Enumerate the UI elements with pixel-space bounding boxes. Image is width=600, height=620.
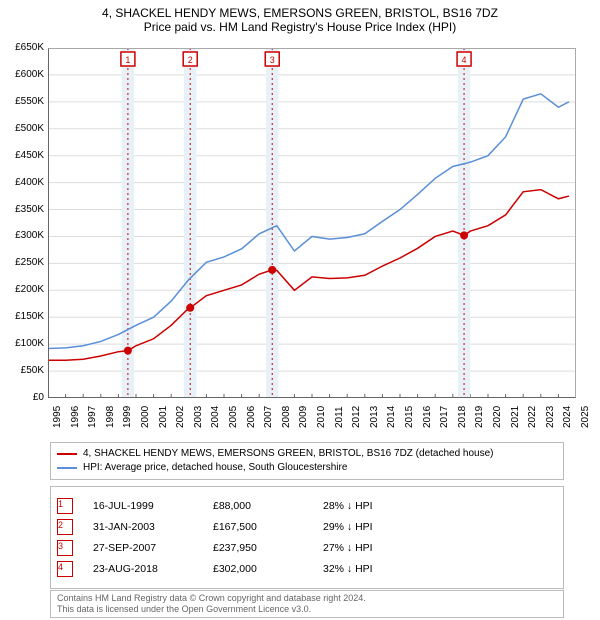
sale-price: £167,500 xyxy=(213,521,323,533)
x-tick-label: 2000 xyxy=(140,406,151,428)
y-tick-label: £350K xyxy=(4,204,44,215)
marker-box: 4 xyxy=(57,561,73,577)
legend-item: HPI: Average price, detached house, Sout… xyxy=(57,461,557,475)
x-tick-label: 2006 xyxy=(246,406,257,428)
x-tick-label: 1999 xyxy=(122,406,133,428)
x-tick-label: 2023 xyxy=(545,406,556,428)
sale-pct: 27% ↓ HPI xyxy=(323,542,403,554)
y-tick-label: £200K xyxy=(4,284,44,295)
sale-price: £237,950 xyxy=(213,542,323,554)
x-tick-label: 2009 xyxy=(298,406,309,428)
y-tick-label: £0 xyxy=(4,392,44,403)
sale-pct: 28% ↓ HPI xyxy=(323,500,403,512)
table-row: 2 31-JAN-2003£167,50029% ↓ HPI xyxy=(57,519,557,535)
x-tick-label: 1998 xyxy=(105,406,116,428)
x-tick-label: 2018 xyxy=(457,406,468,428)
x-tick-label: 2005 xyxy=(228,406,239,428)
footer: Contains HM Land Registry data © Crown c… xyxy=(50,590,564,618)
x-tick-label: 2003 xyxy=(193,406,204,428)
y-tick-label: £100K xyxy=(4,338,44,349)
x-tick-label: 2016 xyxy=(422,406,433,428)
sale-date: 16-JUL-1999 xyxy=(93,500,213,512)
legend-swatch xyxy=(57,467,77,469)
plot-border xyxy=(48,48,576,398)
x-tick-label: 2010 xyxy=(316,406,327,428)
y-tick-label: £300K xyxy=(4,230,44,241)
x-tick-label: 2002 xyxy=(175,406,186,428)
x-axis-labels: 1995 1996 1997 1998 1999 2000 2001 2002 2003 2004… xyxy=(48,400,576,440)
y-tick-label: £600K xyxy=(4,69,44,80)
sales-table: 1 16-JUL-1999£88,00028% ↓ HPI 2 31-JAN-2003… xyxy=(50,486,564,589)
x-tick-label: 2015 xyxy=(404,406,415,428)
y-tick-label: £50K xyxy=(4,365,44,376)
marker-box: 2 xyxy=(57,519,73,535)
x-tick-label: 2004 xyxy=(210,406,221,428)
y-tick-label: £400K xyxy=(4,177,44,188)
x-tick-label: 2001 xyxy=(158,406,169,428)
x-tick-label: 2008 xyxy=(281,406,292,428)
x-tick-label: 2021 xyxy=(510,406,521,428)
x-tick-label: 2019 xyxy=(474,406,485,428)
x-tick-label: 2024 xyxy=(562,406,573,428)
x-tick-label: 2011 xyxy=(334,406,345,428)
sale-pct: 32% ↓ HPI xyxy=(323,563,403,575)
legend-label: 4, SHACKEL HENDY MEWS, EMERSONS GREEN, B… xyxy=(83,447,494,461)
table-row: 4 23-AUG-2018£302,00032% ↓ HPI xyxy=(57,561,557,577)
x-tick-label: 2017 xyxy=(439,406,450,428)
page-title-1: 4, SHACKEL HENDY MEWS, EMERSONS GREEN, B… xyxy=(0,6,600,20)
footer-line: Contains HM Land Registry data © Crown c… xyxy=(57,593,557,604)
x-tick-label: 2014 xyxy=(386,406,397,428)
x-tick-label: 2012 xyxy=(351,406,362,428)
legend: 4, SHACKEL HENDY MEWS, EMERSONS GREEN, B… xyxy=(50,442,564,480)
sale-price: £302,000 xyxy=(213,563,323,575)
sale-date: 23-AUG-2018 xyxy=(93,563,213,575)
sale-date: 27-SEP-2007 xyxy=(93,542,213,554)
legend-swatch xyxy=(57,453,77,455)
y-tick-label: £500K xyxy=(4,123,44,134)
y-tick-label: £250K xyxy=(4,257,44,268)
y-tick-label: £650K xyxy=(4,42,44,53)
page-title-2: Price paid vs. HM Land Registry's House … xyxy=(0,20,600,34)
y-tick-label: £150K xyxy=(4,311,44,322)
marker-box: 1 xyxy=(57,498,73,514)
footer-line: This data is licensed under the Open Gov… xyxy=(57,604,557,615)
y-tick-label: £450K xyxy=(4,150,44,161)
x-tick-label: 1996 xyxy=(70,406,81,428)
chart: 1234 xyxy=(48,48,576,398)
x-tick-label: 1997 xyxy=(87,406,98,428)
x-tick-label: 1995 xyxy=(52,406,63,428)
sale-price: £88,000 xyxy=(213,500,323,512)
x-tick-label: 2020 xyxy=(492,406,503,428)
x-tick-label: 2022 xyxy=(527,406,538,428)
legend-label: HPI: Average price, detached house, Sout… xyxy=(83,461,347,475)
y-tick-label: £550K xyxy=(4,96,44,107)
x-tick-label: 2025 xyxy=(580,406,591,428)
table-row: 1 16-JUL-1999£88,00028% ↓ HPI xyxy=(57,498,557,514)
sale-date: 31-JAN-2003 xyxy=(93,521,213,533)
x-tick-label: 2013 xyxy=(369,406,380,428)
x-tick-label: 2007 xyxy=(263,406,274,428)
sale-pct: 29% ↓ HPI xyxy=(323,521,403,533)
table-row: 3 27-SEP-2007£237,95027% ↓ HPI xyxy=(57,540,557,556)
marker-box: 3 xyxy=(57,540,73,556)
legend-item: 4, SHACKEL HENDY MEWS, EMERSONS GREEN, B… xyxy=(57,447,557,461)
